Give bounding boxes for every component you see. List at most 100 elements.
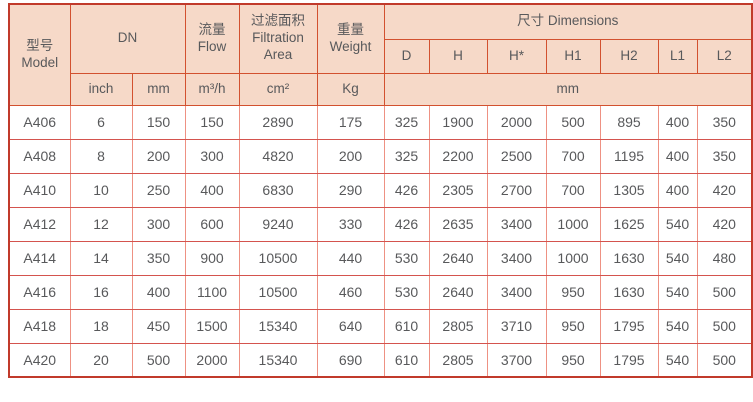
cell-value: 3400 xyxy=(486,206,547,242)
cell-model: A414 xyxy=(8,240,71,276)
header-filtration-en1: Filtration xyxy=(252,30,304,46)
cell-value: 250 xyxy=(131,172,186,208)
header-weight-en: Weight xyxy=(329,38,372,54)
cell-value: 1630 xyxy=(599,274,659,310)
cell-value: 3400 xyxy=(486,274,547,310)
cell-value: 420 xyxy=(696,172,753,208)
cell-value: 610 xyxy=(383,308,430,344)
cell-value: 600 xyxy=(184,206,240,242)
cell-value: 690 xyxy=(316,342,385,378)
cell-value: 3700 xyxy=(486,342,547,378)
cell-value: 640 xyxy=(316,308,385,344)
cell-value: 300 xyxy=(184,138,240,174)
header-flow: 流量 Flow xyxy=(184,3,240,74)
header-flow-en: Flow xyxy=(197,38,227,54)
cell-value: 15340 xyxy=(238,342,318,378)
cell-value: 14 xyxy=(69,240,133,276)
cell-value: 440 xyxy=(316,240,385,276)
cell-value: 420 xyxy=(696,206,753,242)
header-dim-l1: L1 xyxy=(657,38,698,74)
cell-value: 2640 xyxy=(428,274,488,310)
cell-value: 450 xyxy=(131,308,186,344)
unit-mm: mm xyxy=(131,72,186,106)
cell-value: 2805 xyxy=(428,342,488,378)
cell-value: 2805 xyxy=(428,308,488,344)
cell-value: 480 xyxy=(696,240,753,276)
cell-value: 540 xyxy=(657,274,698,310)
header-dimensions: 尺寸 Dimensions xyxy=(383,3,753,40)
cell-value: 10 xyxy=(69,172,133,208)
header-dim-d: D xyxy=(383,38,430,74)
cell-value: 16 xyxy=(69,274,133,310)
cell-value: 1100 xyxy=(184,274,240,310)
header-dim-h2: H2 xyxy=(599,38,659,74)
cell-value: 700 xyxy=(545,172,601,208)
cell-value: 540 xyxy=(657,308,698,344)
cell-value: 10500 xyxy=(238,274,318,310)
cell-value: 175 xyxy=(316,104,385,140)
cell-value: 350 xyxy=(131,240,186,276)
cell-value: 530 xyxy=(383,240,430,276)
cell-value: 1000 xyxy=(545,240,601,276)
header-weight: 重量 Weight xyxy=(316,3,385,74)
header-filtration-area: 过滤面积 Filtration Area xyxy=(238,3,318,74)
cell-value: 610 xyxy=(383,342,430,378)
cell-value: 540 xyxy=(657,342,698,378)
header-dim-h: H xyxy=(428,38,488,74)
cell-value: 500 xyxy=(131,342,186,378)
table-row: A408 8 200 300 4820 200 325 2200 2500 70… xyxy=(8,138,753,174)
cell-value: 1195 xyxy=(599,138,659,174)
cell-value: 325 xyxy=(383,138,430,174)
cell-value: 15340 xyxy=(238,308,318,344)
spec-table-container: 型号 Model DN 流量 Flow 过滤面积 Filtration Area… xyxy=(8,3,753,378)
header-filtration-zh: 过滤面积 xyxy=(251,13,305,29)
header-flow-zh: 流量 xyxy=(198,21,226,37)
cell-model: A406 xyxy=(8,104,71,140)
cell-value: 540 xyxy=(657,240,698,276)
table-row: A420 20 500 2000 15340 690 610 2805 3700… xyxy=(8,342,753,378)
cell-value: 330 xyxy=(316,206,385,242)
header-dim-h1: H1 xyxy=(545,38,601,74)
cell-value: 1500 xyxy=(184,308,240,344)
header-dn: DN xyxy=(69,3,186,74)
table-row: A410 10 250 400 6830 290 426 2305 2700 7… xyxy=(8,172,753,208)
cell-value: 400 xyxy=(657,138,698,174)
cell-value: 1625 xyxy=(599,206,659,242)
table-row: A414 14 350 900 10500 440 530 2640 3400 … xyxy=(8,240,753,276)
cell-value: 300 xyxy=(131,206,186,242)
cell-value: 350 xyxy=(696,104,753,140)
cell-model: A410 xyxy=(8,172,71,208)
cell-value: 900 xyxy=(184,240,240,276)
cell-value: 950 xyxy=(545,274,601,310)
header-row-units: inch mm m³/h cm² Kg mm xyxy=(9,72,753,106)
unit-flow: m³/h xyxy=(184,72,240,106)
spec-table: 型号 Model DN 流量 Flow 过滤面积 Filtration Area… xyxy=(8,3,753,378)
cell-value: 2500 xyxy=(486,138,547,174)
cell-value: 500 xyxy=(696,274,753,310)
table-row: A418 18 450 1500 15340 640 610 2805 3710… xyxy=(8,308,753,344)
cell-value: 400 xyxy=(657,172,698,208)
cell-value: 1305 xyxy=(599,172,659,208)
cell-model: A420 xyxy=(8,342,71,378)
header-dim-l2: L2 xyxy=(696,38,753,74)
table-row: A412 12 300 600 9240 330 426 2635 3400 1… xyxy=(8,206,753,242)
cell-value: 700 xyxy=(545,138,601,174)
cell-value: 426 xyxy=(383,206,430,242)
cell-value: 500 xyxy=(696,308,753,344)
cell-value: 9240 xyxy=(238,206,318,242)
cell-model: A418 xyxy=(8,308,71,344)
cell-value: 2305 xyxy=(428,172,488,208)
header-row-1: 型号 Model DN 流量 Flow 过滤面积 Filtration Area… xyxy=(8,3,753,106)
cell-value: 18 xyxy=(69,308,133,344)
cell-value: 2200 xyxy=(428,138,488,174)
header-model: 型号 Model xyxy=(8,3,71,106)
cell-value: 10500 xyxy=(238,240,318,276)
table-header: 型号 Model DN 流量 Flow 过滤面积 Filtration Area… xyxy=(8,3,753,106)
header-weight-zh: 重量 xyxy=(337,21,364,37)
cell-value: 290 xyxy=(316,172,385,208)
header-row-2: D H H* H1 H2 L1 L2 xyxy=(9,38,753,74)
cell-value: 530 xyxy=(383,274,430,310)
cell-value: 400 xyxy=(657,104,698,140)
cell-value: 150 xyxy=(131,104,186,140)
cell-value: 950 xyxy=(545,342,601,378)
